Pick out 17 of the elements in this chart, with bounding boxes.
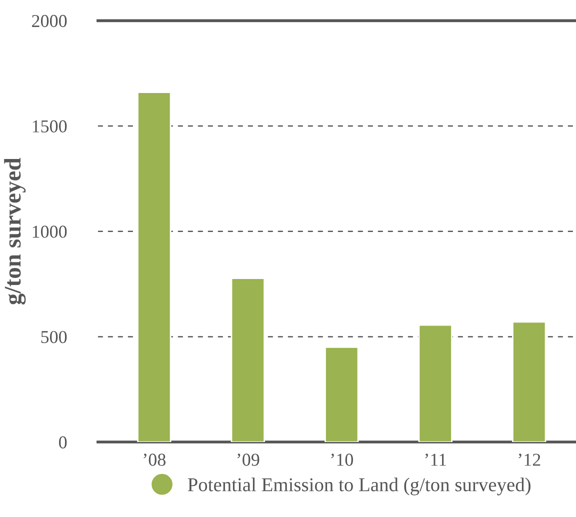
y-tick-label: 500 bbox=[41, 330, 67, 344]
bar bbox=[324, 346, 359, 442]
y-axis-title: g/ton surveyed bbox=[4, 158, 26, 305]
x-tick-label: ’10 bbox=[331, 454, 353, 466]
bar bbox=[230, 278, 266, 442]
x-tick-label: ’09 bbox=[237, 454, 260, 466]
y-tick-label: 0 bbox=[59, 436, 67, 448]
x-tick-label: ’11 bbox=[425, 454, 446, 466]
x-tick-label: ’08 bbox=[144, 454, 166, 466]
bar bbox=[418, 324, 452, 442]
x-tick-label: ’12 bbox=[518, 454, 540, 466]
legend-label: Potential Emission to Land (g/ton surveyed) bbox=[188, 478, 530, 496]
y-tick-label: 1000 bbox=[32, 226, 67, 238]
y-tick-label: 2000 bbox=[32, 14, 67, 28]
bar bbox=[512, 321, 546, 442]
bar bbox=[137, 92, 172, 442]
y-tick-label: 1500 bbox=[32, 120, 67, 132]
